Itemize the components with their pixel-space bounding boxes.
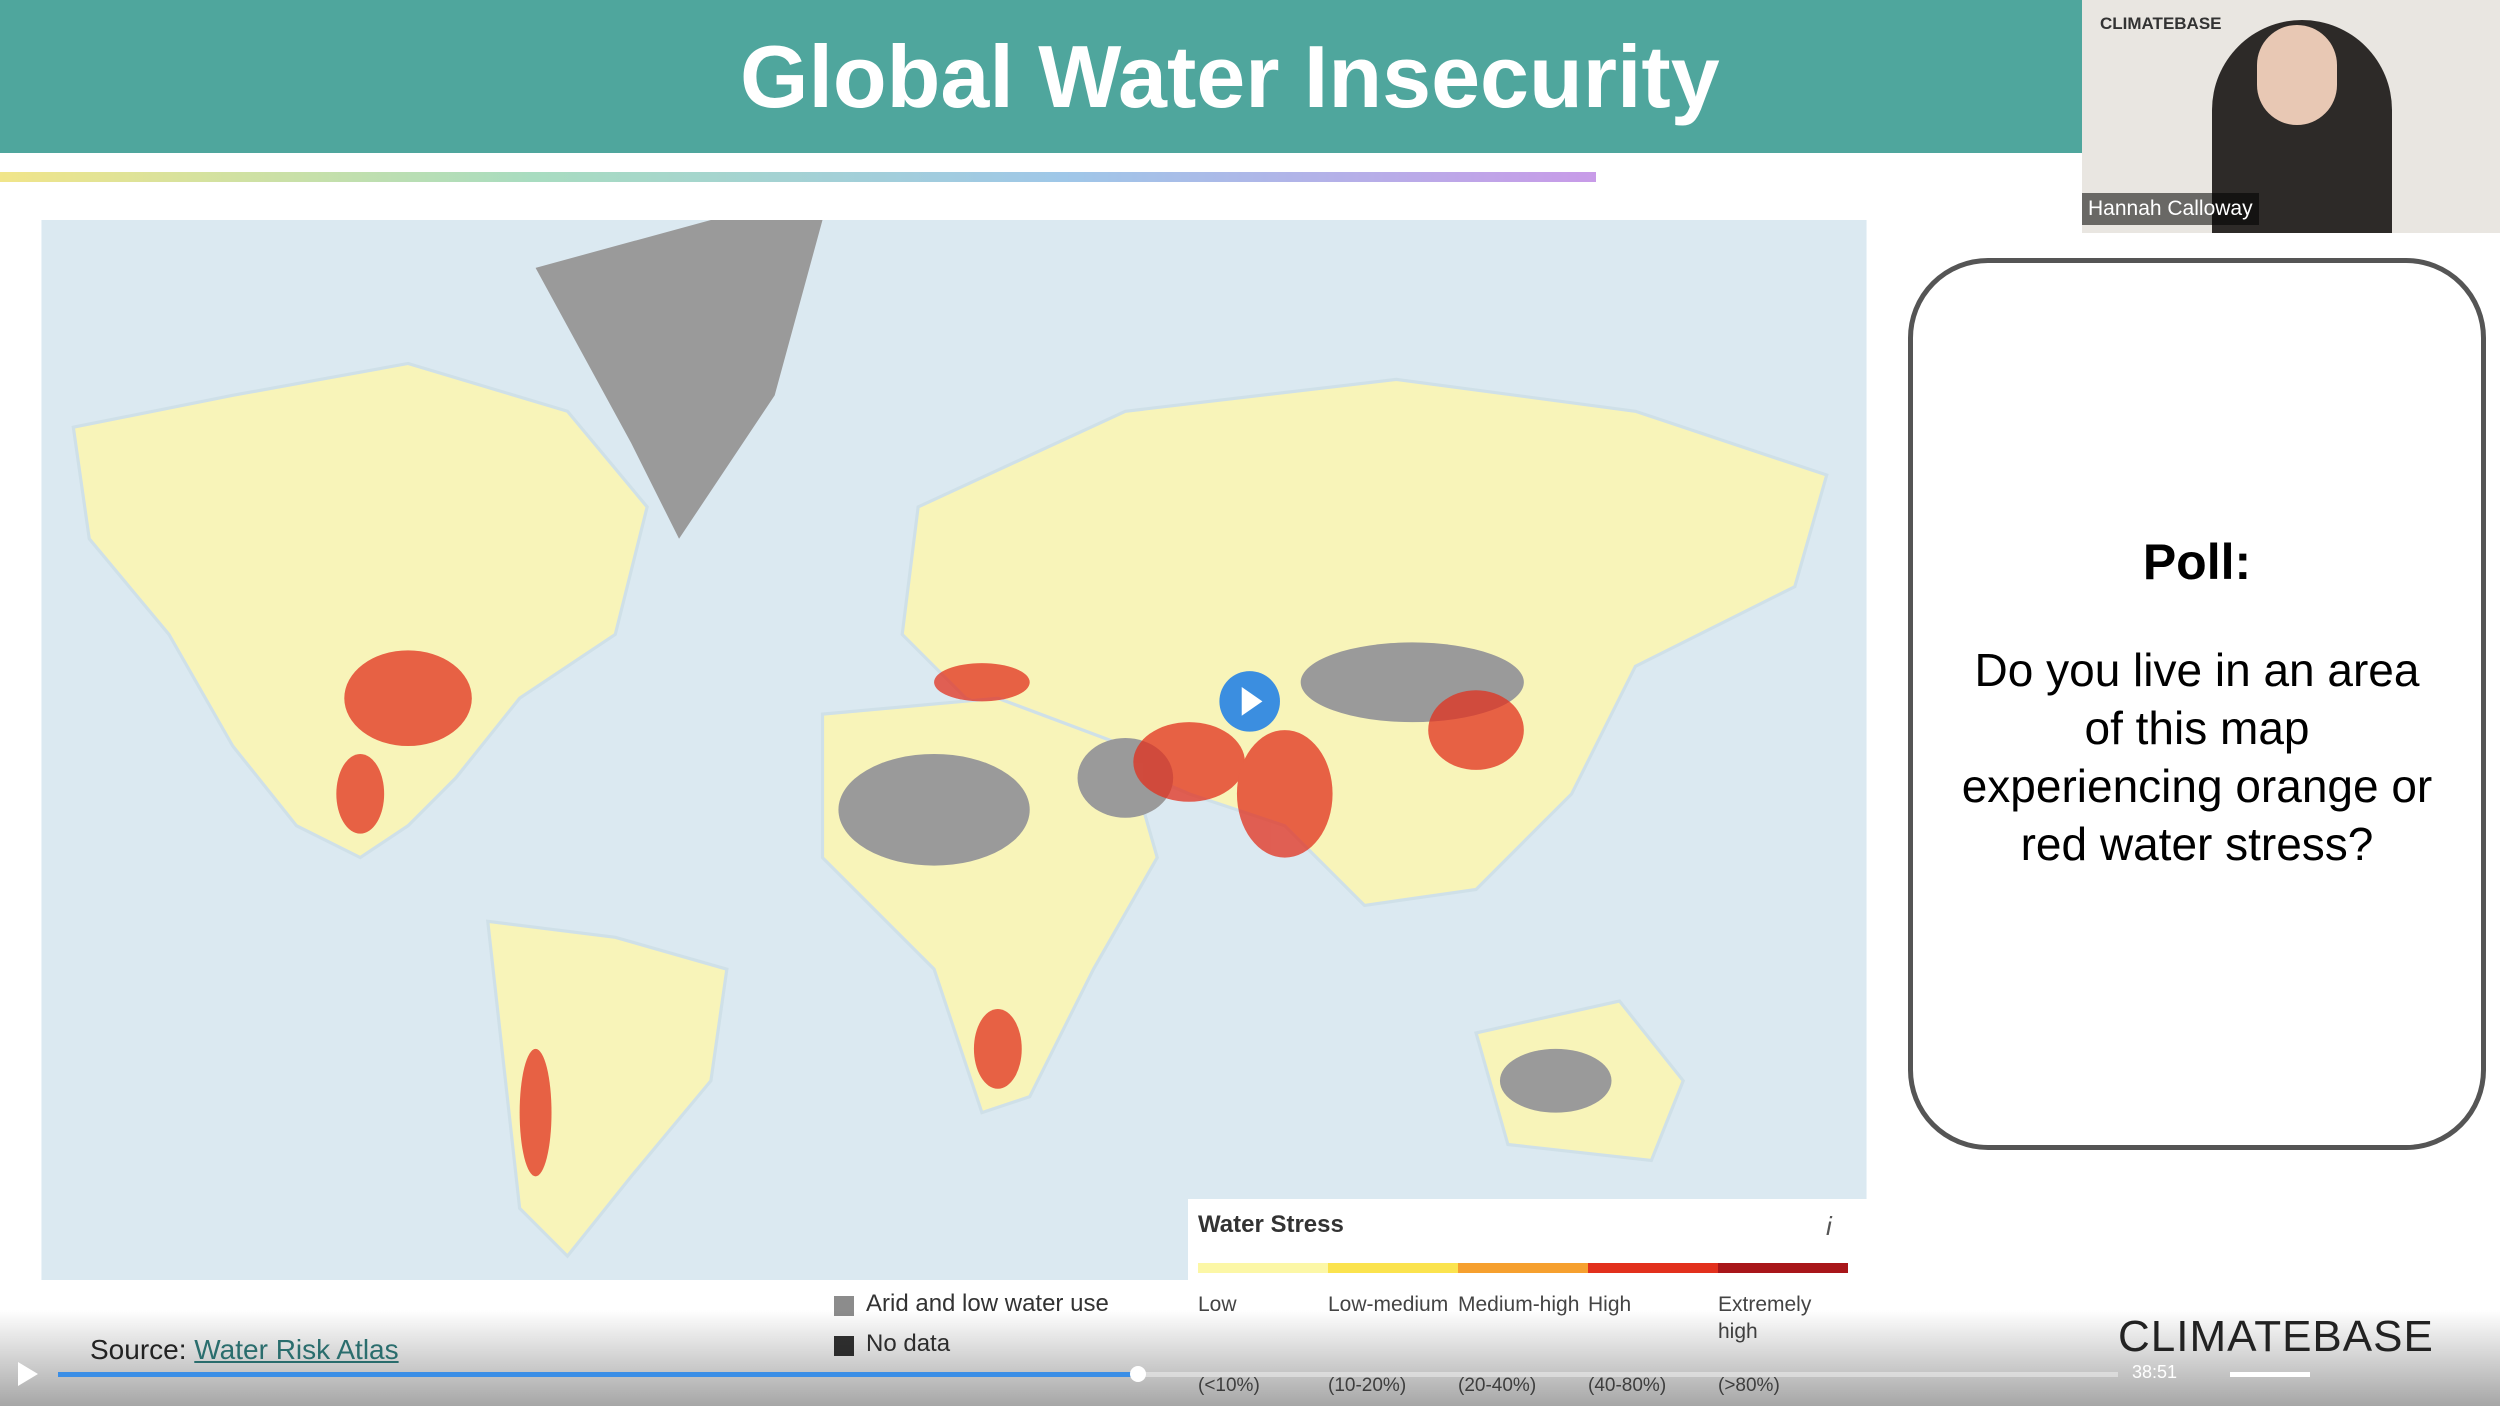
legend-scale: Low (<10%) Low-medium (10-20%) Medium-high (2… <box>1198 1263 1848 1403</box>
legend-range: (40-80%) <box>1588 1375 1666 1397</box>
legend-label: Arid and low water use <box>866 1290 1109 1317</box>
source: Source: Water Risk Atlas <box>90 1334 399 1366</box>
legend-swatch <box>834 1336 854 1356</box>
legend-swatch <box>834 1296 854 1316</box>
speaker-face <box>2257 25 2337 125</box>
legend-label: Low-medium <box>1328 1293 1449 1316</box>
slide-title: Global Water Insecurity <box>740 27 1720 126</box>
player-brand: CLIMATEBASE <box>2118 1312 2434 1361</box>
poll-box: Poll: Do you live in an area of this map… <box>1908 258 2486 1150</box>
poll-question: Do you live in an area of this map exper… <box>1961 644 2433 870</box>
play-icon <box>1241 687 1263 716</box>
legend-label: Low <box>1198 1293 1237 1316</box>
legend-label: No data <box>866 1330 950 1358</box>
legend-label: Medium-high <box>1458 1293 1580 1316</box>
player-controls: Source: Water Risk Atlas CLIMATEBASE 38:… <box>0 1310 2500 1406</box>
progress-handle[interactable] <box>1130 1366 1146 1382</box>
legend-range: (<10%) <box>1198 1375 1260 1397</box>
volume-slider[interactable] <box>2230 1372 2310 1377</box>
legend-range: (10-20%) <box>1328 1375 1406 1397</box>
time: 38:51 <box>2132 1362 2178 1382</box>
speaker-name: Hannah Calloway <box>2082 193 2259 225</box>
video-tile: CLIMATEBASE Hannah Calloway <box>2082 0 2500 233</box>
slide-title-box: Global Water Insecurity <box>0 0 2500 153</box>
legend-label: High <box>1588 1293 1632 1316</box>
legend-label: Extremely high <box>1718 1293 1812 1343</box>
play-button[interactable] <box>18 1362 38 1386</box>
high-stress-areas <box>336 650 1524 1177</box>
legend-swatch <box>1328 1263 1458 1273</box>
legend-swatch <box>1588 1263 1718 1273</box>
greenland <box>535 220 823 539</box>
legend-swatch <box>1458 1263 1588 1273</box>
legend-range: (>80%) <box>1718 1375 1780 1397</box>
title-bar <box>0 0 2082 153</box>
poll-title: Poll: <box>2142 534 2252 590</box>
legend-swatch <box>1718 1263 1848 1273</box>
legend-swatch <box>1198 1263 1328 1273</box>
world-map <box>41 220 1867 1280</box>
map-legend: Water Stress i Low (<10%) Low-medium (10-20… <box>1188 1199 1867 1406</box>
legend-info[interactable]: i <box>1826 1211 1832 1241</box>
gradient-rule <box>0 172 1596 182</box>
tile-brand: CLIMATEBASE <box>2100 14 2222 33</box>
legend-title: Water Stress <box>1198 1211 1344 1238</box>
progress-fill <box>58 1372 1138 1377</box>
source-link[interactable]: Water Risk Atlas <box>194 1334 399 1365</box>
source-label: Source: <box>90 1334 187 1365</box>
legend-range: (20-40%) <box>1458 1375 1536 1397</box>
continents <box>71 361 1829 1259</box>
